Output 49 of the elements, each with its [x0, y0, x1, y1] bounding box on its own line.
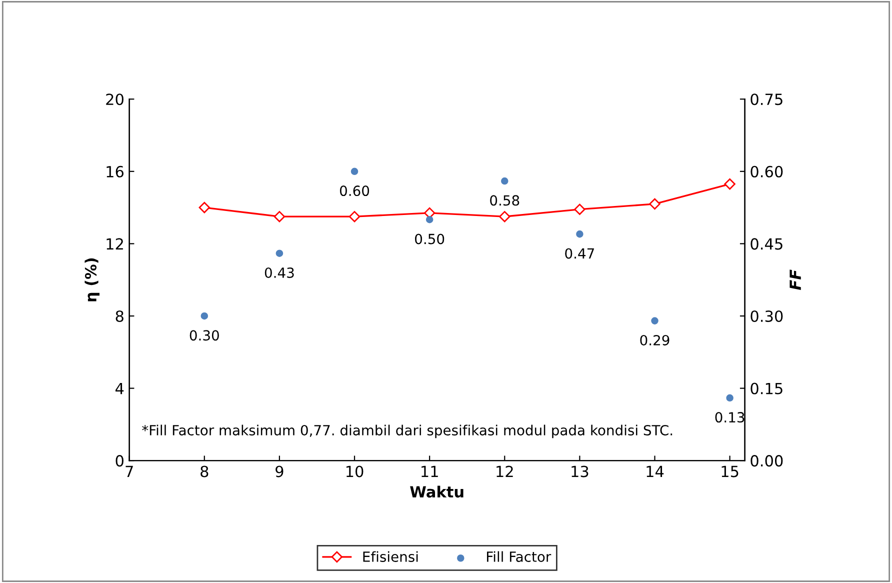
point: [651, 317, 658, 324]
y-tick-label: 12: [106, 238, 123, 250]
y2-axis-title: FF: [790, 270, 801, 290]
point: [576, 230, 584, 238]
data-label: 0.50: [415, 234, 444, 244]
legend-label: Fill Factor: [487, 551, 552, 562]
data-label: 0.47: [565, 248, 594, 259]
data-label: 0.60: [340, 186, 370, 196]
x-tick-label: 7: [126, 466, 133, 478]
data-label: 0.29: [640, 334, 670, 346]
x-axis-title: Waktu: [410, 486, 464, 498]
y-tick-label: 0: [116, 455, 124, 467]
point: [726, 394, 734, 402]
point: [350, 168, 358, 176]
point: [274, 210, 286, 222]
x-tick-label: 10: [346, 466, 364, 478]
point: [426, 216, 434, 224]
x-tick-label: 11: [422, 466, 438, 478]
point: [499, 210, 510, 222]
y2-tick-label: 0.15: [750, 382, 782, 394]
data-label: 0.30: [190, 330, 219, 341]
y-tick-label: 20: [106, 94, 124, 106]
point: [574, 204, 586, 215]
legend-label: Efisiensi: [363, 551, 418, 562]
point: [348, 210, 360, 222]
y2-tick-label: 0.60: [750, 166, 783, 178]
data-label: 0.43: [264, 267, 294, 278]
y-tick-label: 8: [116, 310, 124, 322]
y2-tick-label: 0.45: [750, 238, 782, 250]
point: [276, 250, 284, 257]
y-axis-title: η (%): [84, 258, 100, 302]
point: [500, 177, 508, 185]
x-tick-label: 12: [496, 466, 513, 478]
y2-tick-label: 0.30: [750, 310, 783, 322]
x-tick-label: 15: [722, 466, 738, 478]
x-tick-label: 9: [276, 466, 284, 478]
y-tick-label: 16: [106, 166, 124, 178]
x-tick-label: 8: [200, 466, 208, 478]
data-label: 0.58: [490, 195, 520, 206]
annotation: *Fill Factor maksimum 0,77. diambil dari spesifikasi modul pada kondisi STC.: [142, 424, 672, 438]
x-tick-label: 14: [646, 466, 664, 478]
point: [724, 178, 736, 190]
y2-tick-label: 0.00: [750, 455, 783, 467]
x-tick-label: 13: [572, 466, 588, 478]
y-tick-label: 4: [116, 382, 124, 394]
y2-tick-label: 0.75: [750, 94, 782, 106]
point: [649, 198, 660, 210]
point: [198, 202, 210, 214]
point: [200, 312, 208, 320]
